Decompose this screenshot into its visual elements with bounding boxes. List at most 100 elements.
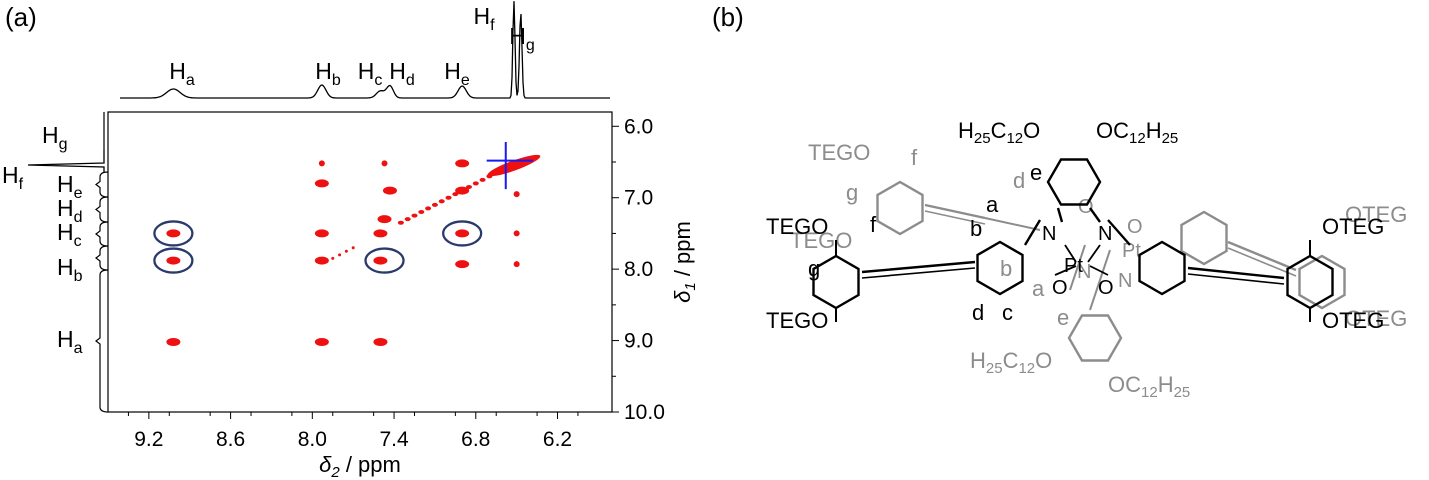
diagonal-point bbox=[425, 206, 432, 211]
cross-peak bbox=[382, 186, 397, 195]
y-tick-label: 8.0 bbox=[624, 258, 653, 281]
top-peak-label-hd: Hd bbox=[389, 58, 415, 89]
x-tick-label: 8.6 bbox=[216, 428, 245, 451]
front-alkyne bbox=[861, 260, 976, 274]
back-o-atom: O bbox=[1127, 216, 1143, 238]
front-proton-b: b bbox=[970, 216, 982, 241]
cross-peak bbox=[455, 229, 470, 238]
top-peak-label-hb: Hb bbox=[315, 58, 341, 89]
left-peak-label-hb: Hb bbox=[57, 254, 83, 285]
front-proton-d: d bbox=[972, 300, 984, 325]
back-oteg-top: OTEG bbox=[1345, 202, 1407, 227]
back-ring-right-outer bbox=[1298, 254, 1346, 310]
x-tick-label: 9.2 bbox=[134, 428, 163, 451]
cross-peak bbox=[373, 256, 388, 265]
front-ring-right-inner bbox=[1138, 240, 1186, 296]
x-tick-label: 7.4 bbox=[379, 428, 409, 451]
back-bond bbox=[1089, 249, 1111, 311]
diagonal-point bbox=[331, 256, 335, 260]
front-n-atom: N bbox=[1098, 223, 1112, 245]
front-alkyne bbox=[1187, 266, 1285, 280]
cross-peak bbox=[373, 338, 388, 346]
diagonal-point bbox=[431, 202, 438, 207]
diagonal-point bbox=[397, 220, 404, 225]
cross-peak bbox=[455, 186, 470, 195]
back-alkoxy-left: H25C12O bbox=[970, 348, 1052, 377]
back-proton-a: a bbox=[1032, 276, 1045, 301]
front-oteg-top: OTEG bbox=[1322, 214, 1384, 239]
top-peak-label-hg: Hg bbox=[509, 23, 535, 54]
back-alkyne bbox=[924, 210, 986, 225]
hf-hg-autopeak bbox=[487, 154, 541, 177]
back-oteg-bottom: OTEG bbox=[1345, 306, 1407, 331]
front-bond bbox=[1023, 219, 1042, 246]
diagonal-peaks bbox=[331, 142, 541, 260]
diagonal-point bbox=[472, 181, 479, 186]
y-tick-label: 10.0 bbox=[624, 401, 665, 424]
cross-peaks bbox=[166, 159, 520, 346]
left-peak-label-he: He bbox=[57, 171, 83, 202]
front-proton-f: f bbox=[870, 212, 877, 237]
back-tego-top: TEGO bbox=[808, 140, 870, 165]
highlight-circle bbox=[153, 247, 194, 274]
front-alkyne bbox=[1187, 273, 1285, 285]
back-n-atom: N bbox=[1118, 270, 1132, 292]
highlight-circle bbox=[153, 220, 194, 247]
front-o-atom: O bbox=[1098, 277, 1114, 299]
cross-peak bbox=[513, 261, 520, 268]
back-alkyne bbox=[924, 203, 986, 220]
front-bond bbox=[1054, 265, 1077, 276]
front-alkyne bbox=[861, 267, 976, 279]
front-n-atom: N bbox=[1042, 223, 1056, 245]
top-1d-spectrum bbox=[120, 1, 610, 99]
diagonal-point bbox=[479, 177, 486, 182]
cross-peak bbox=[373, 229, 388, 238]
x-tick-label: 8.0 bbox=[298, 428, 327, 451]
diagonal-point bbox=[411, 213, 418, 218]
cross-peak bbox=[381, 160, 388, 167]
front-bond bbox=[1107, 219, 1131, 246]
cross-peak bbox=[314, 179, 329, 188]
cross-peak bbox=[314, 256, 329, 265]
integration-bracket bbox=[95, 196, 109, 223]
back-proton-f: f bbox=[911, 145, 918, 170]
integration-bracket bbox=[95, 269, 109, 413]
front-tego-bottom: TEGO bbox=[766, 308, 828, 333]
integration-bracket bbox=[95, 221, 109, 247]
top-peak-label-ha: Ha bbox=[169, 58, 195, 89]
panel-b-label: (b) bbox=[712, 2, 744, 32]
back-ring-right-inner bbox=[1180, 210, 1228, 266]
top-peak-label-hc: Hc bbox=[358, 58, 383, 89]
diagonal-point bbox=[344, 249, 348, 253]
left-peak-label-hf: Hf bbox=[2, 162, 24, 193]
cross-peak bbox=[166, 256, 181, 265]
left-peak-label-hd: Hd bbox=[57, 195, 83, 226]
cross-peak bbox=[166, 229, 181, 238]
cross-peak bbox=[318, 160, 325, 167]
y-tick-label: 9.0 bbox=[624, 330, 653, 353]
left-peak-label-hg: Hg bbox=[42, 122, 68, 153]
back-proton-g: g bbox=[846, 180, 858, 205]
front-bond bbox=[1089, 207, 1101, 223]
front-proton-e: e bbox=[1030, 160, 1042, 185]
front-bond bbox=[1056, 207, 1064, 223]
x-tick-label: 6.2 bbox=[543, 428, 572, 451]
plot-frame bbox=[107, 111, 613, 413]
front-ring-left-inner bbox=[976, 240, 1024, 296]
front-alkoxy-left: H25C12O bbox=[958, 118, 1040, 147]
panel-a-label: (a) bbox=[5, 2, 37, 32]
left-peak-label-hc: Hc bbox=[57, 219, 82, 250]
top-peak-label-he: He bbox=[444, 58, 470, 89]
front-proton-c: c bbox=[1002, 300, 1013, 325]
y-tick-label: 7.0 bbox=[624, 187, 653, 210]
front-bond bbox=[1064, 244, 1077, 263]
front-ring-left-outer bbox=[812, 254, 860, 310]
front-bond bbox=[1089, 265, 1109, 276]
x-axis-label: δ2 / ppm bbox=[319, 452, 401, 480]
back-proton-e: e bbox=[1057, 305, 1069, 330]
left-peak-label-ha: Ha bbox=[57, 326, 83, 357]
highlight-circle bbox=[364, 247, 405, 274]
y-tick-label: 6.0 bbox=[624, 115, 653, 138]
front-alkoxy-right: OC12H25 bbox=[1096, 118, 1178, 147]
